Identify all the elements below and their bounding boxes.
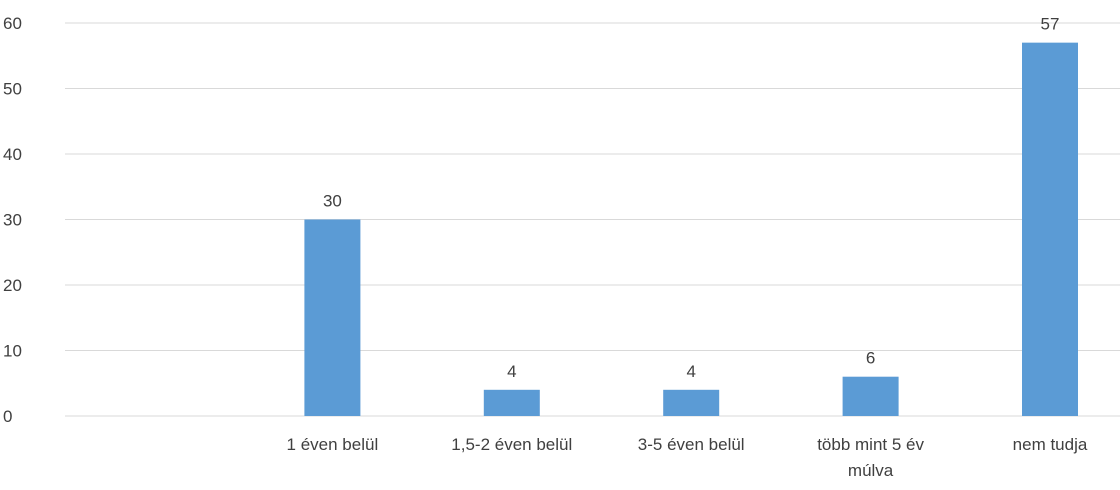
bar-1	[304, 219, 361, 416]
y-tick-label-40: 40	[3, 145, 22, 164]
category-label-3: 3-5 éven belül	[638, 435, 745, 454]
gridlines	[65, 22, 1120, 417]
y-tick-label-30: 30	[3, 211, 22, 230]
y-tick-label-20: 20	[3, 276, 22, 295]
bar-3	[663, 389, 720, 416]
data-label-5: 57	[1041, 15, 1060, 34]
category-label-line: 3-5 éven belül	[638, 435, 745, 454]
category-label-1: 1 éven belül	[287, 435, 379, 454]
y-tick-label-60: 60	[3, 14, 22, 33]
data-labels: 30 4 4 6 57	[323, 15, 1060, 381]
y-tick-label-50: 50	[3, 80, 22, 99]
y-axis-ticks: 0 10 20 30 40 50 60	[3, 14, 22, 426]
category-label-4: több mint 5 év múlva	[817, 435, 924, 480]
y-tick-label-0: 0	[3, 407, 12, 426]
category-label-line: nem tudja	[1013, 435, 1088, 454]
category-label-5: nem tudja	[1013, 435, 1088, 454]
category-label-line: múlva	[848, 461, 894, 480]
x-axis-categories: 1 éven belül 1,5-2 éven belül 3-5 éven bel…	[287, 435, 1088, 480]
category-label-2: 1,5-2 éven belül	[451, 435, 572, 454]
bars	[304, 42, 1078, 417]
data-label-1: 30	[323, 192, 342, 211]
category-label-line: 1 éven belül	[287, 435, 379, 454]
category-label-line: 1,5-2 éven belül	[451, 435, 572, 454]
bar-4	[842, 376, 899, 416]
category-label-line: több mint 5 év	[817, 435, 924, 454]
data-label-2: 4	[507, 362, 516, 381]
bar-2	[483, 389, 540, 416]
y-tick-label-10: 10	[3, 342, 22, 361]
data-label-4: 6	[866, 349, 875, 368]
data-label-3: 4	[686, 362, 695, 381]
bar-5	[1022, 42, 1078, 417]
